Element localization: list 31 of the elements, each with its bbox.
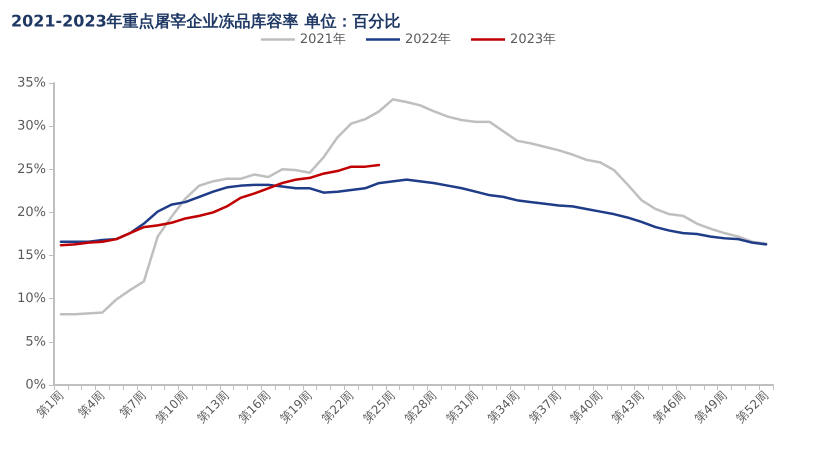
x-tick-label: 第22周 xyxy=(318,388,356,426)
x-tick-label: 第10周 xyxy=(152,388,190,426)
y-tick-label: 20% xyxy=(17,204,46,220)
x-tick-label: 第25周 xyxy=(360,388,398,426)
y-tick-label: 10% xyxy=(17,291,46,306)
y-tick-label: 15% xyxy=(17,248,46,264)
y-tick-label: 5% xyxy=(25,334,46,350)
legend-label: 2021年 xyxy=(300,32,346,47)
x-tick-label: 第31周 xyxy=(443,388,481,426)
x-tick-label: 第37周 xyxy=(526,388,564,426)
x-tick-label: 第43周 xyxy=(608,388,647,426)
x-tick-label: 第52周 xyxy=(733,388,772,426)
line-series xyxy=(60,98,768,316)
line-series xyxy=(60,164,380,246)
x-tick-label: 第7周 xyxy=(116,388,149,420)
x-tick-label: 第13周 xyxy=(194,388,232,426)
legend-label: 2022年 xyxy=(404,32,452,47)
x-tick-label: 第19周 xyxy=(277,388,315,426)
x-tick-label: 第34周 xyxy=(484,388,522,426)
chart-title: 2021-2023年重点屠宰企业冻品库容率 单位：百分比 xyxy=(11,12,400,30)
y-tick-label: 30% xyxy=(17,118,46,134)
x-tick-label: 第46周 xyxy=(650,388,688,426)
x-tick-label: 第16周 xyxy=(236,388,274,426)
x-tick-label: 第49周 xyxy=(692,388,730,426)
y-tick-label: 25% xyxy=(17,162,46,177)
legend-label: 2023年 xyxy=(510,32,556,47)
y-tick-label: 35% xyxy=(17,76,46,90)
x-tick-label: 第40周 xyxy=(567,388,606,426)
x-tick-label: 第4周 xyxy=(75,388,108,420)
line-series xyxy=(60,178,768,246)
x-tick-label: 第28周 xyxy=(402,388,440,426)
